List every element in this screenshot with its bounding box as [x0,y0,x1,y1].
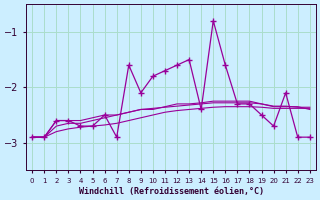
X-axis label: Windchill (Refroidissement éolien,°C): Windchill (Refroidissement éolien,°C) [78,187,263,196]
